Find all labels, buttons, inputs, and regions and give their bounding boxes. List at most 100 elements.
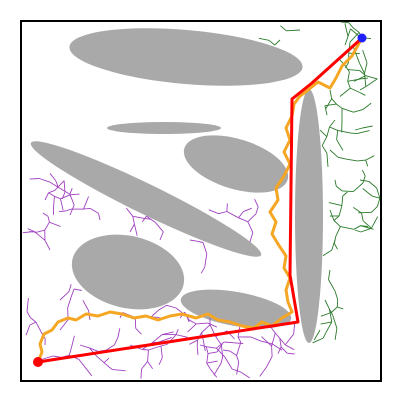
tree-edge <box>53 196 55 208</box>
tree-edge <box>83 207 91 210</box>
tree-edge <box>26 311 31 318</box>
tree-edge <box>336 139 344 151</box>
tree-edge <box>204 253 208 268</box>
tree-edge <box>135 327 142 335</box>
tree-edge <box>132 216 135 225</box>
tree-edge <box>329 126 338 131</box>
tree-edge <box>329 89 333 99</box>
tree-edge <box>69 188 73 195</box>
tree-edge <box>372 195 381 199</box>
tree-edge <box>324 299 330 310</box>
tree-edge <box>238 211 244 219</box>
tree-edge <box>321 136 328 146</box>
tree-edge <box>61 192 66 200</box>
tree-edge <box>215 336 222 346</box>
tree-edge <box>359 70 366 77</box>
tree-edge <box>220 344 224 357</box>
tree-edge <box>356 130 370 135</box>
tree-edge <box>347 81 351 89</box>
tree-edge <box>206 360 218 364</box>
tree-edge <box>79 344 90 349</box>
tree-edge <box>175 329 179 336</box>
tree-edge <box>233 342 244 344</box>
tree-edge <box>196 346 199 356</box>
tree-edge <box>175 334 188 338</box>
tree-edge <box>83 196 90 210</box>
tree-edge <box>365 78 378 87</box>
tree-edge <box>68 348 72 356</box>
tree-edge <box>353 27 360 33</box>
tree-edge <box>89 208 99 214</box>
obstacle-mid-right <box>183 135 289 193</box>
tree-edge <box>59 319 69 331</box>
tree-edge <box>329 209 335 221</box>
tree-edge <box>129 223 135 233</box>
tree-edge <box>365 155 375 161</box>
tree-edge <box>39 235 46 241</box>
tree-edge <box>147 349 149 362</box>
tree-edge <box>361 213 364 221</box>
tree-edge <box>313 329 321 341</box>
tree-edge <box>353 75 366 82</box>
tree-edge <box>200 266 206 274</box>
tree-edge <box>189 339 198 345</box>
tree-edge <box>207 322 218 328</box>
tree-edge <box>218 211 228 215</box>
tree-edge <box>362 175 366 184</box>
tree-edge <box>59 291 70 301</box>
tree-edge <box>34 231 40 237</box>
tree-edge <box>349 31 360 43</box>
tree-edge <box>231 368 242 373</box>
tree-edge <box>224 341 234 344</box>
tree-edge <box>199 344 207 348</box>
tree-edge <box>47 216 50 223</box>
tree-edge <box>70 288 75 298</box>
tree-edge <box>166 304 177 309</box>
tree-edge <box>247 221 254 233</box>
tree-edge <box>229 350 237 356</box>
tree-edge <box>132 215 146 220</box>
tree-edge <box>98 213 101 221</box>
tree-edge <box>48 189 55 194</box>
tree-edge <box>368 181 377 189</box>
tree-edge <box>358 211 372 214</box>
tree-edge <box>44 239 51 251</box>
tree-edge <box>209 368 218 378</box>
tree-edge <box>160 345 163 358</box>
tree-edge <box>330 306 338 313</box>
tree-edge <box>196 322 208 325</box>
tree-edge <box>347 71 350 82</box>
tree-edge <box>158 336 172 343</box>
tree-edge <box>362 220 372 229</box>
tree-edge <box>337 306 344 310</box>
tree-edge <box>371 206 378 213</box>
tree-edge <box>357 159 366 162</box>
tree-edge <box>103 362 113 370</box>
tree-edge <box>266 356 273 368</box>
tree-edge <box>111 368 126 372</box>
tree-edge <box>332 314 338 329</box>
tree-edge <box>258 37 269 41</box>
tree-edge <box>344 62 349 69</box>
tree-edge <box>68 284 72 292</box>
tree-edge <box>142 349 149 351</box>
tree-edge <box>63 180 66 193</box>
tree-edge <box>255 206 259 215</box>
tree-edge <box>82 300 89 311</box>
tree-edge <box>335 185 343 192</box>
tree-edge <box>333 220 341 227</box>
tree-edge <box>147 361 153 370</box>
tree-edge <box>325 321 333 333</box>
tree-edge <box>329 149 339 158</box>
tree-edge <box>345 158 358 162</box>
tree-edge <box>57 186 71 195</box>
tree-edge <box>49 173 57 181</box>
tree-edge <box>335 226 341 237</box>
tree-edge <box>362 188 373 197</box>
tree-edge <box>320 321 332 325</box>
tree-edge <box>347 78 361 82</box>
tree-edge <box>359 63 365 74</box>
tree-edge <box>334 179 337 187</box>
tree-edge <box>106 344 115 351</box>
